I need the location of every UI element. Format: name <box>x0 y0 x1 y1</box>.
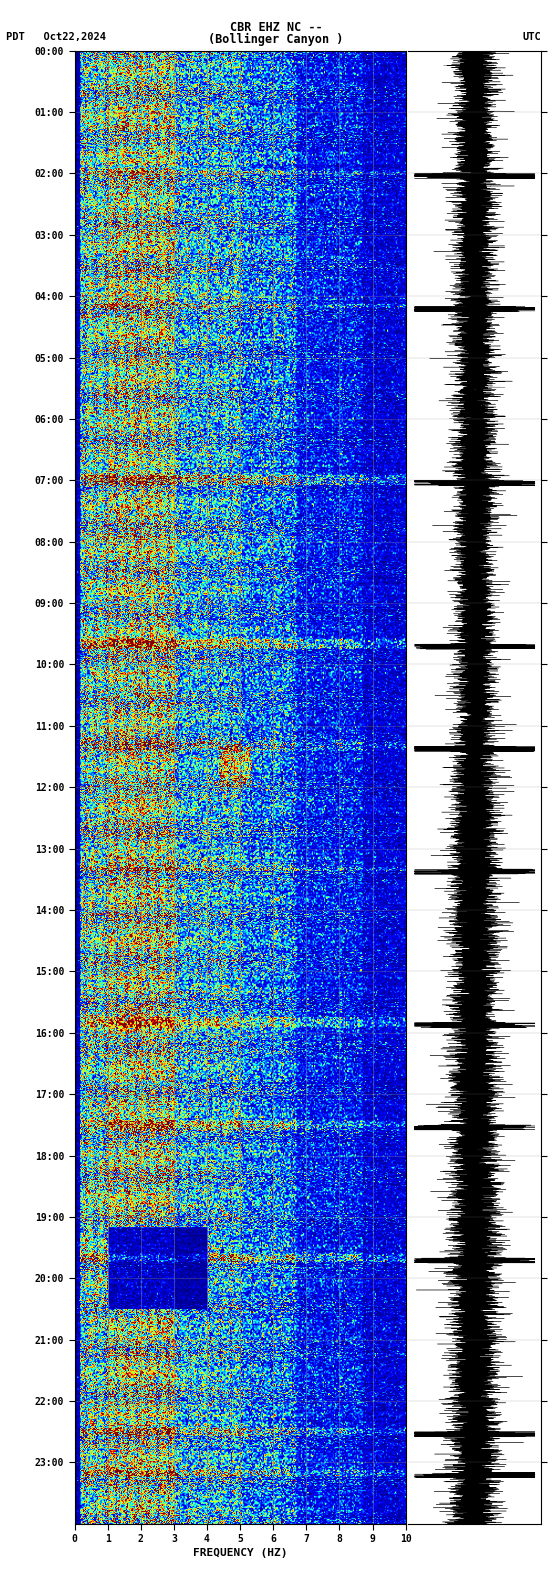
Text: CBR EHZ NC --: CBR EHZ NC -- <box>230 21 322 35</box>
Text: PDT   Oct22,2024: PDT Oct22,2024 <box>6 32 105 43</box>
Text: UTC: UTC <box>522 32 541 43</box>
Text: (Bollinger Canyon ): (Bollinger Canyon ) <box>208 32 344 46</box>
X-axis label: FREQUENCY (HZ): FREQUENCY (HZ) <box>193 1549 288 1559</box>
